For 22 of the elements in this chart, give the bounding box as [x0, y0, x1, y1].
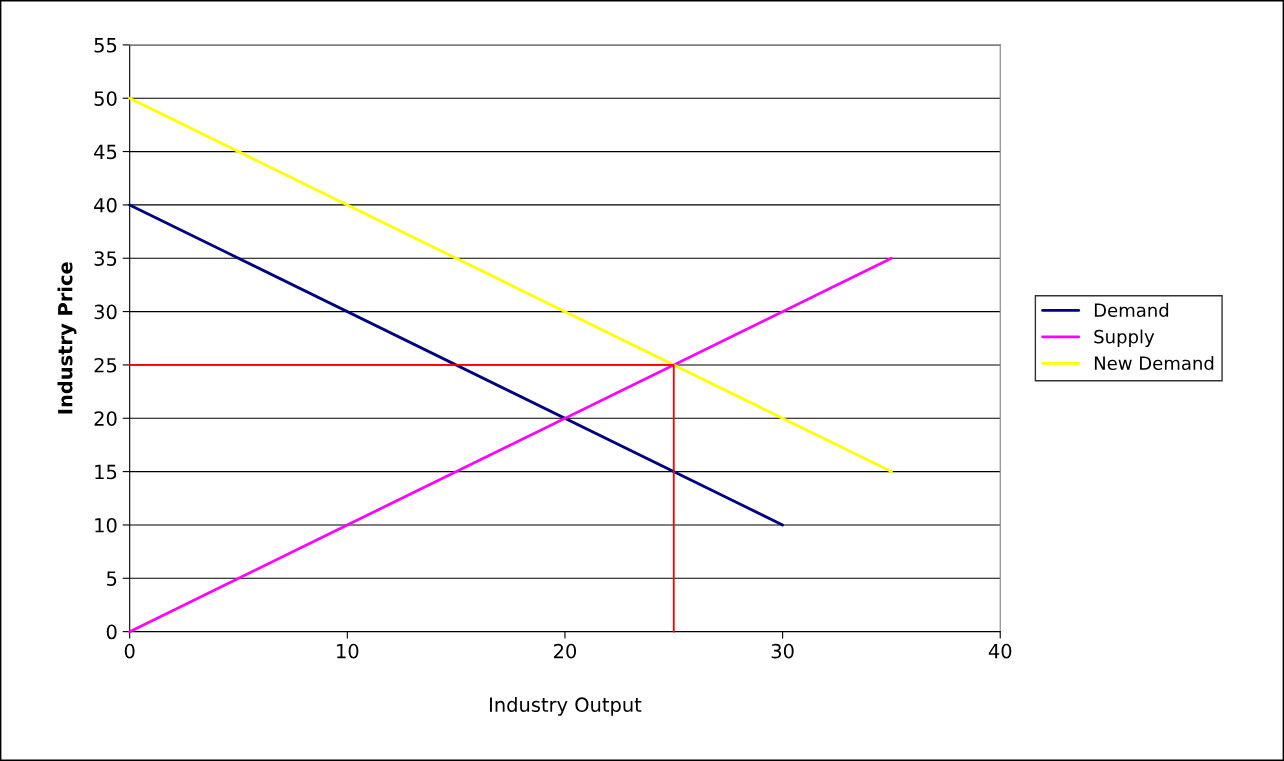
y-axis-title: Industry Price — [57, 262, 77, 414]
y-tick-label: 20 — [94, 411, 117, 426]
y-tick-label: 25 — [94, 357, 117, 373]
x-tick-label: 20 — [554, 643, 577, 659]
x-tick-label: 40 — [988, 643, 1012, 659]
x-tick-label: 30 — [771, 643, 794, 659]
y-tick-label: 15 — [95, 464, 117, 480]
x-tick-label: 0 — [124, 643, 135, 659]
y-tick-label: 55 — [94, 38, 117, 53]
y-tick-label: 45 — [94, 144, 117, 160]
y-tick-label: 40 — [94, 197, 117, 213]
y-tick-label: 10 — [95, 517, 117, 533]
y-tick-label: 50 — [94, 91, 117, 106]
y-tick-label: 5 — [107, 571, 117, 586]
legend-label: Supply — [1094, 329, 1155, 347]
legend-label: Demand — [1094, 303, 1169, 317]
y-tick-label: 30 — [94, 304, 117, 320]
y-tick-label: 0 — [106, 624, 117, 640]
x-tick-label: 10 — [337, 643, 359, 659]
legend-label: New Demand — [1094, 356, 1214, 371]
y-tick-label: 35 — [94, 251, 117, 266]
x-axis-title: Industry Output — [490, 696, 642, 716]
